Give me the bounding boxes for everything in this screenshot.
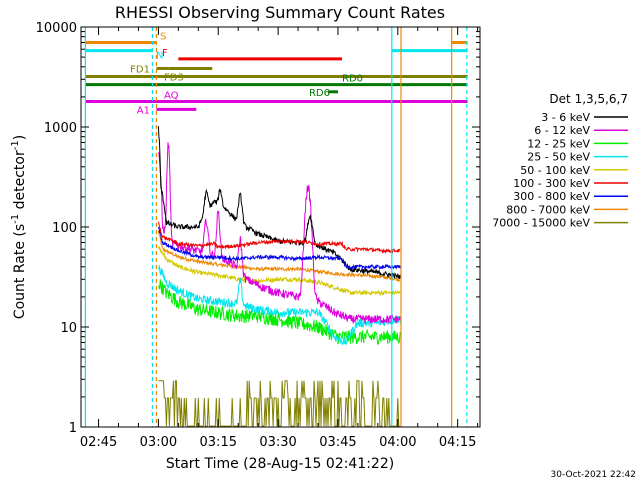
legend-label: 300 - 800 keV xyxy=(513,190,590,203)
y-axis-label-sup1: -1 xyxy=(10,214,21,224)
flag-label: S xyxy=(160,31,166,42)
legend-label: 3 - 6 keV xyxy=(541,111,590,124)
flag-label: F xyxy=(162,48,168,59)
flag-label: AQ xyxy=(164,90,179,101)
y-tick-label: 1 xyxy=(69,421,77,436)
y-axis-label-end: ) xyxy=(12,135,28,140)
y-axis-label-sup2: -1 xyxy=(10,140,21,150)
flag-label: FD3 xyxy=(164,72,184,83)
series-layer xyxy=(157,126,401,427)
flag-label: A1 xyxy=(137,105,150,116)
y-tick-label: 100 xyxy=(52,221,77,236)
series-line-50-100keV xyxy=(157,246,401,296)
series-line-800-7000keV xyxy=(157,230,401,283)
legend-label: 6 - 12 keV xyxy=(534,124,590,137)
x-axis: 02:45 03:00 03:15 03:30 03:45 04:00 04:15 xyxy=(80,27,479,450)
flag-label: N xyxy=(156,51,163,62)
chart-title: RHESSI Observing Summary Count Rates xyxy=(115,3,445,22)
series-line-100-300keV xyxy=(157,221,401,255)
x-tick-label: 04:15 xyxy=(439,435,476,450)
x-tick-label: 03:15 xyxy=(200,435,237,450)
y-axis-label: Count Rate (s-1 detector-1) xyxy=(10,135,28,319)
flag-label: FD1 xyxy=(130,64,150,75)
x-tick-label: 04:00 xyxy=(379,435,416,450)
flag-label: RD0 xyxy=(342,74,363,85)
series-line-300-800keV xyxy=(157,226,401,271)
legend-label: 50 - 100 keV xyxy=(520,164,590,177)
x-tick-label: 03:30 xyxy=(259,435,296,450)
y-tick-label: 10 xyxy=(60,321,77,336)
series-line-25-50keV xyxy=(157,265,401,347)
y-axis-label-mid: detector xyxy=(12,150,28,214)
x-tick-label: 03:00 xyxy=(140,435,177,450)
legend-label: 800 - 7000 keV xyxy=(506,203,590,216)
legend-label: 12 - 25 keV xyxy=(527,137,590,150)
y-axis: 1 10 100 1000 10000 xyxy=(36,21,480,436)
x-tick-label: 03:45 xyxy=(319,435,356,450)
legend-title: Det 1,3,5,6,7 xyxy=(549,92,628,106)
y-tick-label: 1000 xyxy=(44,121,77,136)
series-line-12-25keV xyxy=(158,279,401,345)
flag-layer: SNF FD1 FD3 RD0 RD6 AQ A1 xyxy=(85,31,468,116)
footer-timestamp: 30-Oct-2021 22:42 xyxy=(551,470,636,480)
legend-label: 100 - 300 keV xyxy=(513,177,590,190)
series-line-7000-15000keV xyxy=(158,380,400,427)
flag-label: RD6 xyxy=(309,88,330,99)
x-tick-label: 02:45 xyxy=(80,435,117,450)
series-line-6-12keV xyxy=(158,142,401,324)
legend-label: 25 - 50 keV xyxy=(527,151,590,164)
legend-label: 7000 - 15000 keV xyxy=(492,217,590,230)
y-axis-label-main: Count Rate (s xyxy=(12,224,28,319)
y-tick-label: 10000 xyxy=(36,21,77,36)
x-axis-label: Start Time (28-Aug-15 02:41:22) xyxy=(166,456,394,472)
